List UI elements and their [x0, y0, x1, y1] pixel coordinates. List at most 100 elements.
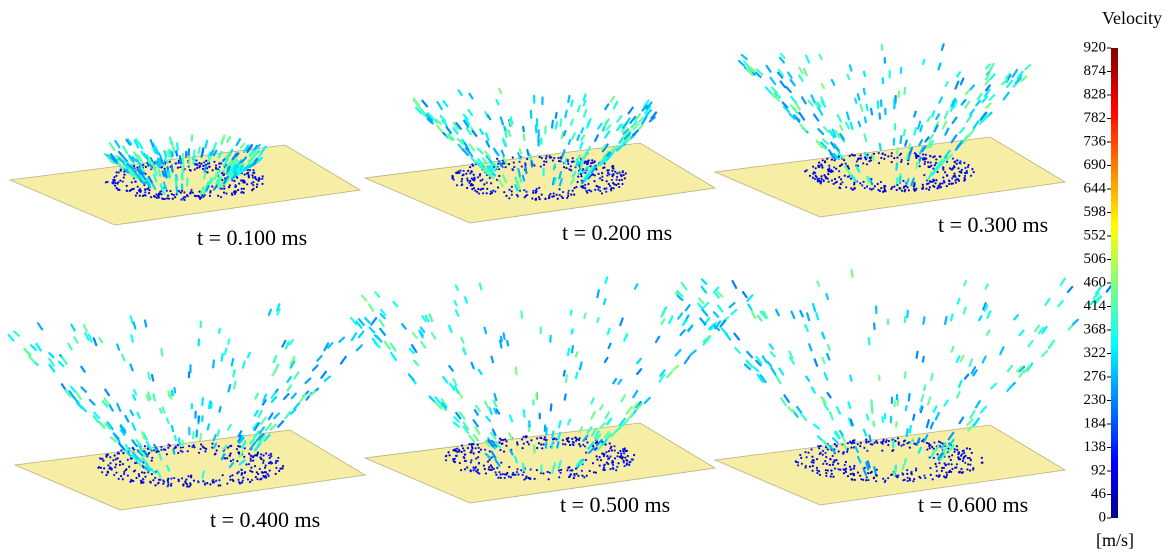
particle — [99, 338, 102, 342]
particle — [171, 193, 173, 195]
particle — [923, 357, 924, 362]
particle — [115, 458, 117, 460]
particle — [122, 463, 124, 465]
particle — [831, 179, 833, 181]
particle — [167, 483, 169, 485]
particle — [812, 388, 815, 393]
particle — [480, 449, 482, 451]
particle — [175, 436, 176, 440]
particle — [621, 395, 624, 401]
particle — [269, 469, 271, 471]
particle — [951, 468, 953, 470]
particle — [637, 369, 641, 374]
particle — [880, 144, 881, 150]
particle — [466, 177, 468, 179]
particle — [484, 449, 486, 451]
particle — [674, 366, 679, 370]
particle — [174, 196, 176, 198]
particle — [904, 440, 906, 442]
particle — [958, 299, 960, 304]
particle — [447, 127, 451, 133]
particle — [815, 359, 817, 365]
particle — [219, 166, 221, 168]
particle — [569, 474, 571, 476]
particle — [245, 463, 247, 465]
particle — [613, 445, 615, 447]
particle — [949, 470, 951, 472]
particle — [566, 438, 568, 440]
particle — [209, 483, 211, 485]
particle — [612, 187, 614, 189]
particle — [571, 469, 573, 471]
particle — [536, 469, 538, 471]
particle — [113, 176, 115, 178]
particle — [556, 113, 557, 118]
panel: t = 0.100 ms — [10, 135, 360, 250]
particle — [84, 325, 87, 331]
particle — [678, 313, 682, 318]
particle — [553, 157, 555, 159]
particle — [252, 188, 254, 190]
particle — [256, 471, 258, 473]
plate — [15, 430, 365, 510]
particle — [613, 379, 616, 383]
particle — [143, 472, 145, 474]
particle — [164, 168, 166, 170]
particle — [883, 158, 885, 160]
particle — [508, 476, 510, 478]
particle — [259, 468, 261, 470]
particle — [181, 477, 183, 479]
particle — [599, 177, 601, 179]
particle — [573, 441, 575, 443]
particle — [936, 470, 938, 472]
particle — [758, 316, 762, 321]
particle — [485, 328, 486, 334]
particle — [767, 362, 771, 367]
particle — [656, 337, 659, 342]
particle — [577, 135, 579, 140]
particle — [581, 135, 584, 140]
particle — [469, 436, 474, 442]
particle — [963, 162, 965, 164]
particle — [485, 402, 488, 408]
particle — [833, 438, 838, 443]
particle — [511, 190, 513, 192]
particle — [265, 475, 267, 477]
particle — [971, 452, 973, 454]
particle — [167, 443, 169, 445]
particle — [581, 475, 583, 477]
particle — [942, 442, 944, 444]
particle — [830, 469, 832, 471]
particle — [586, 441, 588, 443]
particle — [558, 157, 560, 159]
particle — [117, 404, 120, 411]
particle — [135, 477, 137, 479]
particle — [541, 157, 543, 159]
particle — [873, 477, 875, 479]
particle — [840, 178, 842, 180]
particle — [262, 175, 264, 177]
particle — [540, 443, 542, 445]
particle — [956, 163, 958, 165]
particle — [456, 310, 458, 315]
particle — [801, 463, 803, 465]
particle — [471, 451, 473, 453]
particle — [608, 450, 610, 452]
particle — [891, 450, 893, 452]
particle — [913, 478, 915, 480]
particle — [971, 168, 973, 170]
particle — [877, 183, 879, 185]
particle — [811, 461, 813, 463]
particle — [913, 415, 914, 420]
particle — [194, 150, 195, 156]
particle — [413, 333, 417, 338]
particle — [131, 411, 133, 416]
particle — [246, 172, 248, 174]
particle — [924, 160, 926, 162]
particle — [601, 176, 603, 178]
particle — [475, 457, 477, 459]
particle — [478, 447, 480, 449]
particle — [215, 480, 217, 482]
particle — [193, 444, 195, 446]
particle — [942, 44, 944, 49]
